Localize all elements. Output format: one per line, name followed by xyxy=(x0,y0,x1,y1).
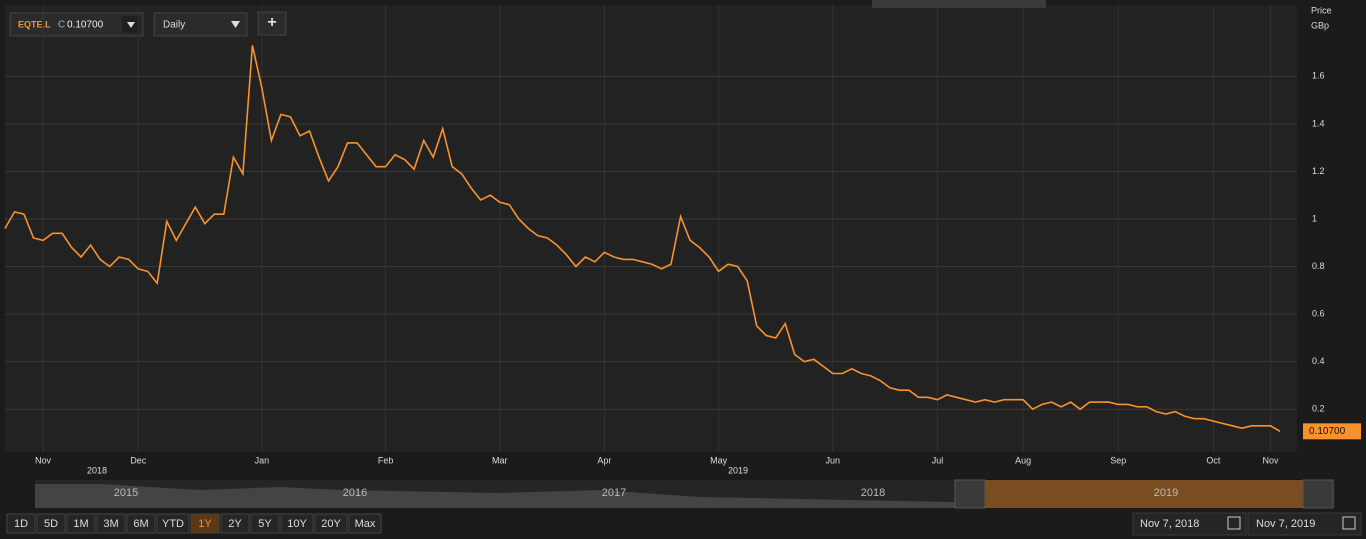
dropdown-arrow xyxy=(231,21,240,28)
x-tick-label: Jul xyxy=(932,455,944,465)
ticker: EQTE.L xyxy=(18,19,51,29)
navigator-handle[interactable] xyxy=(954,479,986,509)
y-tick-label: 1 xyxy=(1312,213,1317,223)
range-button-label: 1M xyxy=(73,518,88,530)
navigator-year: 2017 xyxy=(602,487,626,499)
x-tick-label: Feb xyxy=(378,455,394,465)
year-label: 2018 xyxy=(87,465,107,475)
range-button[interactable] xyxy=(6,513,36,534)
x-tick-label: Dec xyxy=(130,455,147,465)
range-button-label: 3M xyxy=(103,518,118,530)
add-button[interactable] xyxy=(257,11,287,36)
range-button[interactable] xyxy=(280,513,314,534)
y-tick-label: 0.8 xyxy=(1312,261,1325,271)
add-icon: + xyxy=(267,14,276,31)
price-line xyxy=(4,45,1281,432)
close-prefix: C xyxy=(58,20,65,31)
navigator-year: 2019 xyxy=(1154,487,1178,499)
y-tick-label: 0.4 xyxy=(1312,356,1325,366)
range-button[interactable] xyxy=(250,513,280,534)
x-tick-label: Sep xyxy=(1110,455,1126,465)
range-button[interactable] xyxy=(96,513,126,534)
plot-area xyxy=(5,5,1297,452)
range-button[interactable] xyxy=(156,513,190,534)
y-tick-label: 1.6 xyxy=(1312,71,1325,81)
range-button[interactable] xyxy=(190,513,220,534)
range-button-label: 1D xyxy=(14,518,28,530)
navigator-year: 2016 xyxy=(343,487,367,499)
range-button-label: 6M xyxy=(133,518,148,530)
range-button-label: Max xyxy=(355,518,376,530)
range-button-label: YTD xyxy=(162,518,184,530)
calendar-icon[interactable] xyxy=(1342,516,1356,530)
navigator-selection[interactable] xyxy=(985,480,1303,508)
year-label: 2019 xyxy=(728,465,748,475)
navigator-year: 2018 xyxy=(861,487,885,499)
x-axis-band xyxy=(0,452,1297,478)
range-button-label: 5Y xyxy=(258,518,272,530)
dropdown-arrow xyxy=(127,22,135,28)
x-tick-label: Mar xyxy=(492,455,508,465)
y-tick-label: 0.6 xyxy=(1312,308,1325,318)
x-tick-label: May xyxy=(710,455,728,465)
range-button[interactable] xyxy=(66,513,96,534)
calendar-icon[interactable] xyxy=(1227,516,1241,530)
last-price-label: 0.10700 xyxy=(1309,426,1346,437)
x-tick-label: Jan xyxy=(255,455,270,465)
x-tick-label: Oct xyxy=(1206,455,1221,465)
navigator-area xyxy=(35,484,955,508)
top-tab xyxy=(872,0,1046,8)
range-button[interactable] xyxy=(126,513,156,534)
y-tick-label: 1.2 xyxy=(1312,166,1325,176)
range-button-label: 20Y xyxy=(321,518,341,530)
range-button[interactable] xyxy=(314,513,348,534)
x-tick-label: Nov xyxy=(35,455,52,465)
close-value: 0.10700 xyxy=(67,20,104,31)
range-button[interactable] xyxy=(36,513,66,534)
range-button[interactable] xyxy=(220,513,250,534)
y-axis-label: GBp xyxy=(1311,20,1329,30)
navigator-year: 2015 xyxy=(114,487,138,499)
date-from: Nov 7, 2018 xyxy=(1140,518,1199,530)
range-button-label: 2Y xyxy=(228,518,242,530)
date-to: Nov 7, 2019 xyxy=(1256,518,1315,530)
y-axis-label: Price xyxy=(1311,5,1332,15)
x-tick-label: Aug xyxy=(1015,455,1031,465)
interval-select[interactable] xyxy=(153,12,248,37)
date-from-input[interactable] xyxy=(1132,512,1247,536)
y-tick-label: 0.2 xyxy=(1312,404,1325,414)
x-tick-label: Nov xyxy=(1262,455,1279,465)
last-price-box xyxy=(1303,423,1361,440)
interval: Daily xyxy=(163,20,185,31)
range-button-label: 5D xyxy=(44,518,58,530)
range-button-label: 10Y xyxy=(287,518,307,530)
date-to-input[interactable] xyxy=(1247,512,1362,536)
range-button-label: 1Y xyxy=(198,518,212,530)
range-button[interactable] xyxy=(348,513,382,534)
x-tick-label: Jun xyxy=(826,455,841,465)
x-tick-label: Apr xyxy=(597,455,611,465)
navigator-handle[interactable] xyxy=(1302,479,1334,509)
y-tick-label: 1.4 xyxy=(1312,118,1325,128)
